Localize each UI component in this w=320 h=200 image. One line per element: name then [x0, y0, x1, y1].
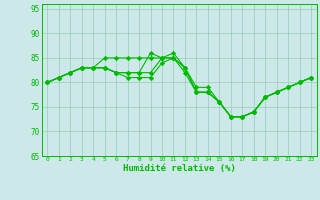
X-axis label: Humidité relative (%): Humidité relative (%) — [123, 164, 236, 173]
